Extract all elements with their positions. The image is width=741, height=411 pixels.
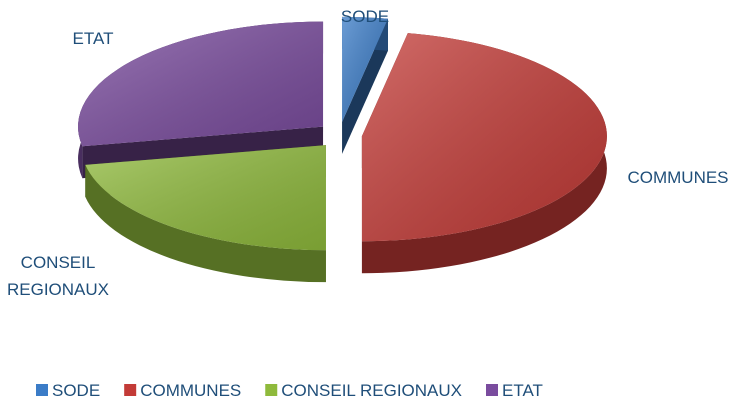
legend-label: ETAT (502, 381, 543, 400)
slice-top-shade (85, 145, 326, 251)
legend-label: CONSEIL REGIONAUX (281, 381, 462, 400)
slice-top-shade (78, 21, 324, 147)
slice-side (85, 164, 326, 283)
slice-label: ETAT (73, 29, 114, 48)
slice-label-line: REGIONAUX (7, 280, 109, 299)
slice-label: SODE (341, 7, 389, 26)
legend-label: COMMUNES (140, 381, 241, 400)
pie-slice (361, 33, 607, 274)
legend-swatch (36, 384, 48, 396)
legend-swatch (124, 384, 137, 396)
pie-slice (342, 16, 388, 154)
slice-label: CONSEIL REGIONAUX (7, 253, 109, 299)
slice-top-shade (342, 16, 388, 122)
pie-slice (85, 145, 326, 283)
legend-label: SODE (52, 381, 100, 400)
legend: SODE COMMUNES CONSEIL REGIONAUX ETAT (36, 381, 543, 400)
slice-label: COMMUNES (627, 168, 728, 187)
legend-swatch (265, 384, 278, 396)
slice-wall (342, 18, 388, 154)
slice-top-shade (361, 33, 607, 242)
slice-label-line: CONSEIL (21, 253, 96, 272)
legend-swatch (486, 384, 498, 396)
